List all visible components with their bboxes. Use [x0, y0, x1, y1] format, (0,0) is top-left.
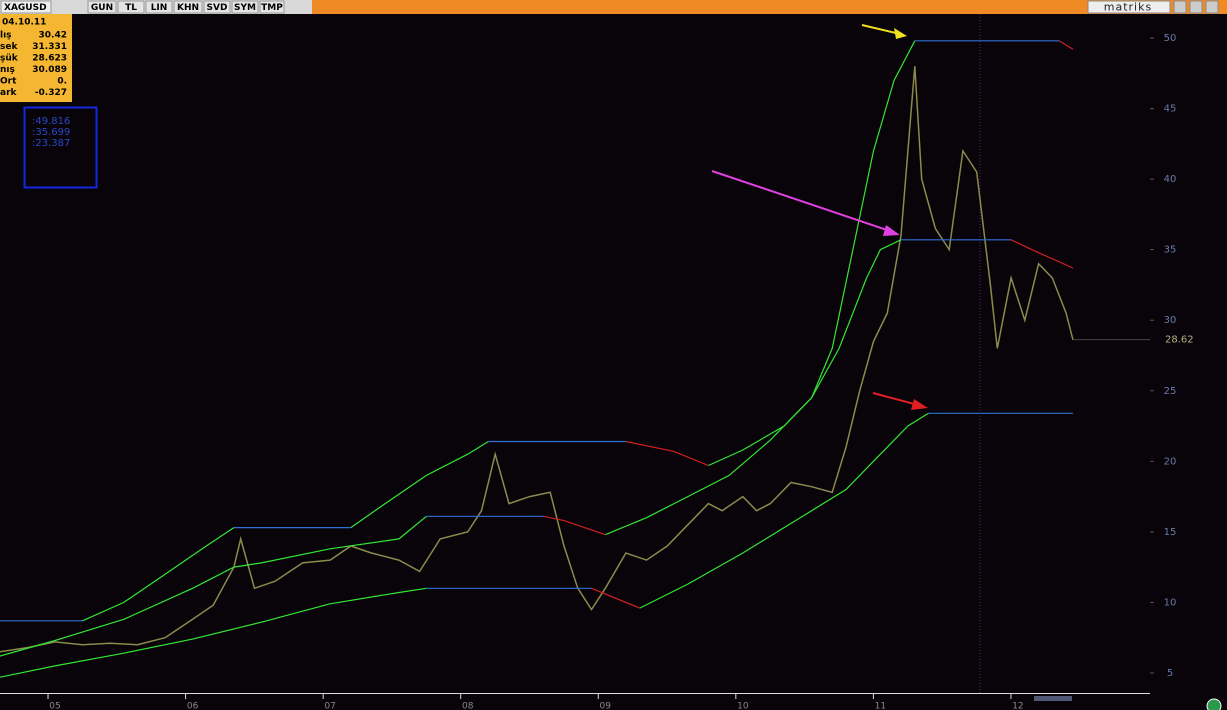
x-tick-label: 05 — [49, 702, 60, 710]
levels-panel — [23, 106, 98, 189]
info-label: Ort — [0, 77, 17, 87]
toolbar-button-label: LIN — [151, 3, 168, 13]
arrow-head — [911, 399, 928, 410]
series-line — [591, 587, 640, 609]
y-tick-label: 5 — [1167, 668, 1173, 679]
arrow — [861, 24, 901, 35]
level-value: :35.699 — [32, 127, 70, 138]
toolbar-button-label: GUN — [91, 3, 113, 13]
series-line — [543, 239, 1074, 536]
toolbar-button-label: SYM — [234, 3, 256, 13]
y-tick-label: 15 — [1164, 527, 1177, 538]
info-panel — [0, 14, 72, 102]
toolbar-button[interactable] — [145, 0, 173, 14]
toolbar-button[interactable] — [259, 0, 285, 14]
x-tick-label: 12 — [1012, 702, 1023, 710]
close-button[interactable] — [1205, 0, 1219, 14]
y-tick-label: 35 — [1164, 245, 1177, 256]
y-tick-label: 45 — [1164, 104, 1177, 115]
toolbar-button-label: SVD — [207, 3, 228, 13]
series-line — [0, 239, 902, 657]
y-tick-label: 25 — [1164, 386, 1177, 397]
toolbar-button[interactable] — [117, 0, 145, 14]
series-line — [82, 40, 916, 622]
series-line — [0, 40, 1060, 622]
series-line — [426, 412, 1073, 589]
scroll-markers — [1034, 696, 1072, 701]
y-tick-label: 30 — [1164, 315, 1177, 326]
scroll-marker — [1034, 696, 1072, 701]
arrows — [711, 24, 928, 410]
symbol-box — [0, 0, 52, 14]
toolbar-button-label: KHN — [177, 3, 199, 13]
toolbar-button-label: TL — [125, 3, 137, 13]
toolbar-button[interactable] — [87, 0, 117, 14]
brand-box[interactable] — [1087, 0, 1171, 14]
series-line — [426, 239, 1012, 517]
toolbar-button[interactable] — [231, 0, 259, 14]
arrow-head — [883, 225, 900, 236]
y-tick-label: 50 — [1164, 33, 1177, 44]
info-value: 0. — [57, 77, 67, 87]
series-line — [625, 40, 1074, 467]
toolbar-button[interactable] — [173, 0, 203, 14]
symbol: XAGUSD — [4, 3, 47, 13]
info-label: ark — [0, 88, 18, 98]
info-value: 30.089 — [32, 65, 67, 75]
restore-button[interactable] — [1189, 0, 1203, 14]
toolbar-button-label: TMP — [261, 3, 283, 13]
toolbar-group: XAGUSD GUN TL LIN KHN SVD SYM TMP — [0, 0, 285, 14]
level-value: :23.387 — [32, 138, 70, 149]
brand: matriks — [1104, 1, 1152, 14]
series-line — [0, 412, 929, 678]
toolbar-button[interactable] — [203, 0, 231, 14]
arrow — [872, 392, 919, 406]
series-line — [0, 66, 1074, 653]
x-tick-label: 09 — [600, 702, 612, 710]
y-tick-label: 40 — [1164, 174, 1177, 185]
x-tick-label: 08 — [462, 702, 474, 710]
x-tick-label: 07 — [324, 702, 335, 710]
level-value: :49.816 — [32, 116, 70, 127]
status-icon — [1206, 698, 1222, 710]
y-tick-label: 20 — [1164, 456, 1177, 467]
info-label: şük — [0, 54, 19, 64]
x-tick-label: 10 — [737, 702, 749, 710]
arrow-head — [894, 28, 907, 39]
levels-rows: :49.816:35.699:23.387 — [32, 116, 70, 149]
info-value: 28.623 — [32, 54, 67, 64]
info-value: 31.331 — [32, 42, 67, 52]
info-date: 04.10.11 — [2, 18, 46, 28]
info-value: 30.42 — [39, 31, 67, 41]
info-label: lış — [0, 31, 12, 41]
y-tick-label: 10 — [1164, 597, 1177, 608]
x-tick-label: 06 — [187, 702, 199, 710]
info-label: nış — [0, 65, 15, 75]
last-price-label: 28.62 — [1165, 335, 1194, 346]
info-rows: lış 30.42 sek 31.331 şük 28.623 nış 30.089 Ort 0.… — [0, 31, 67, 99]
x-tick-label: 11 — [875, 702, 886, 710]
info-label: sek — [0, 42, 18, 52]
plot: 5 10 15 20 25 30 35 40 45 50 05 06 07 08 09 10 11 12 28.62 — [0, 33, 1194, 710]
info-value: -0.327 — [35, 88, 67, 98]
arrow — [711, 170, 891, 232]
dropdown-button[interactable] — [1173, 0, 1187, 14]
